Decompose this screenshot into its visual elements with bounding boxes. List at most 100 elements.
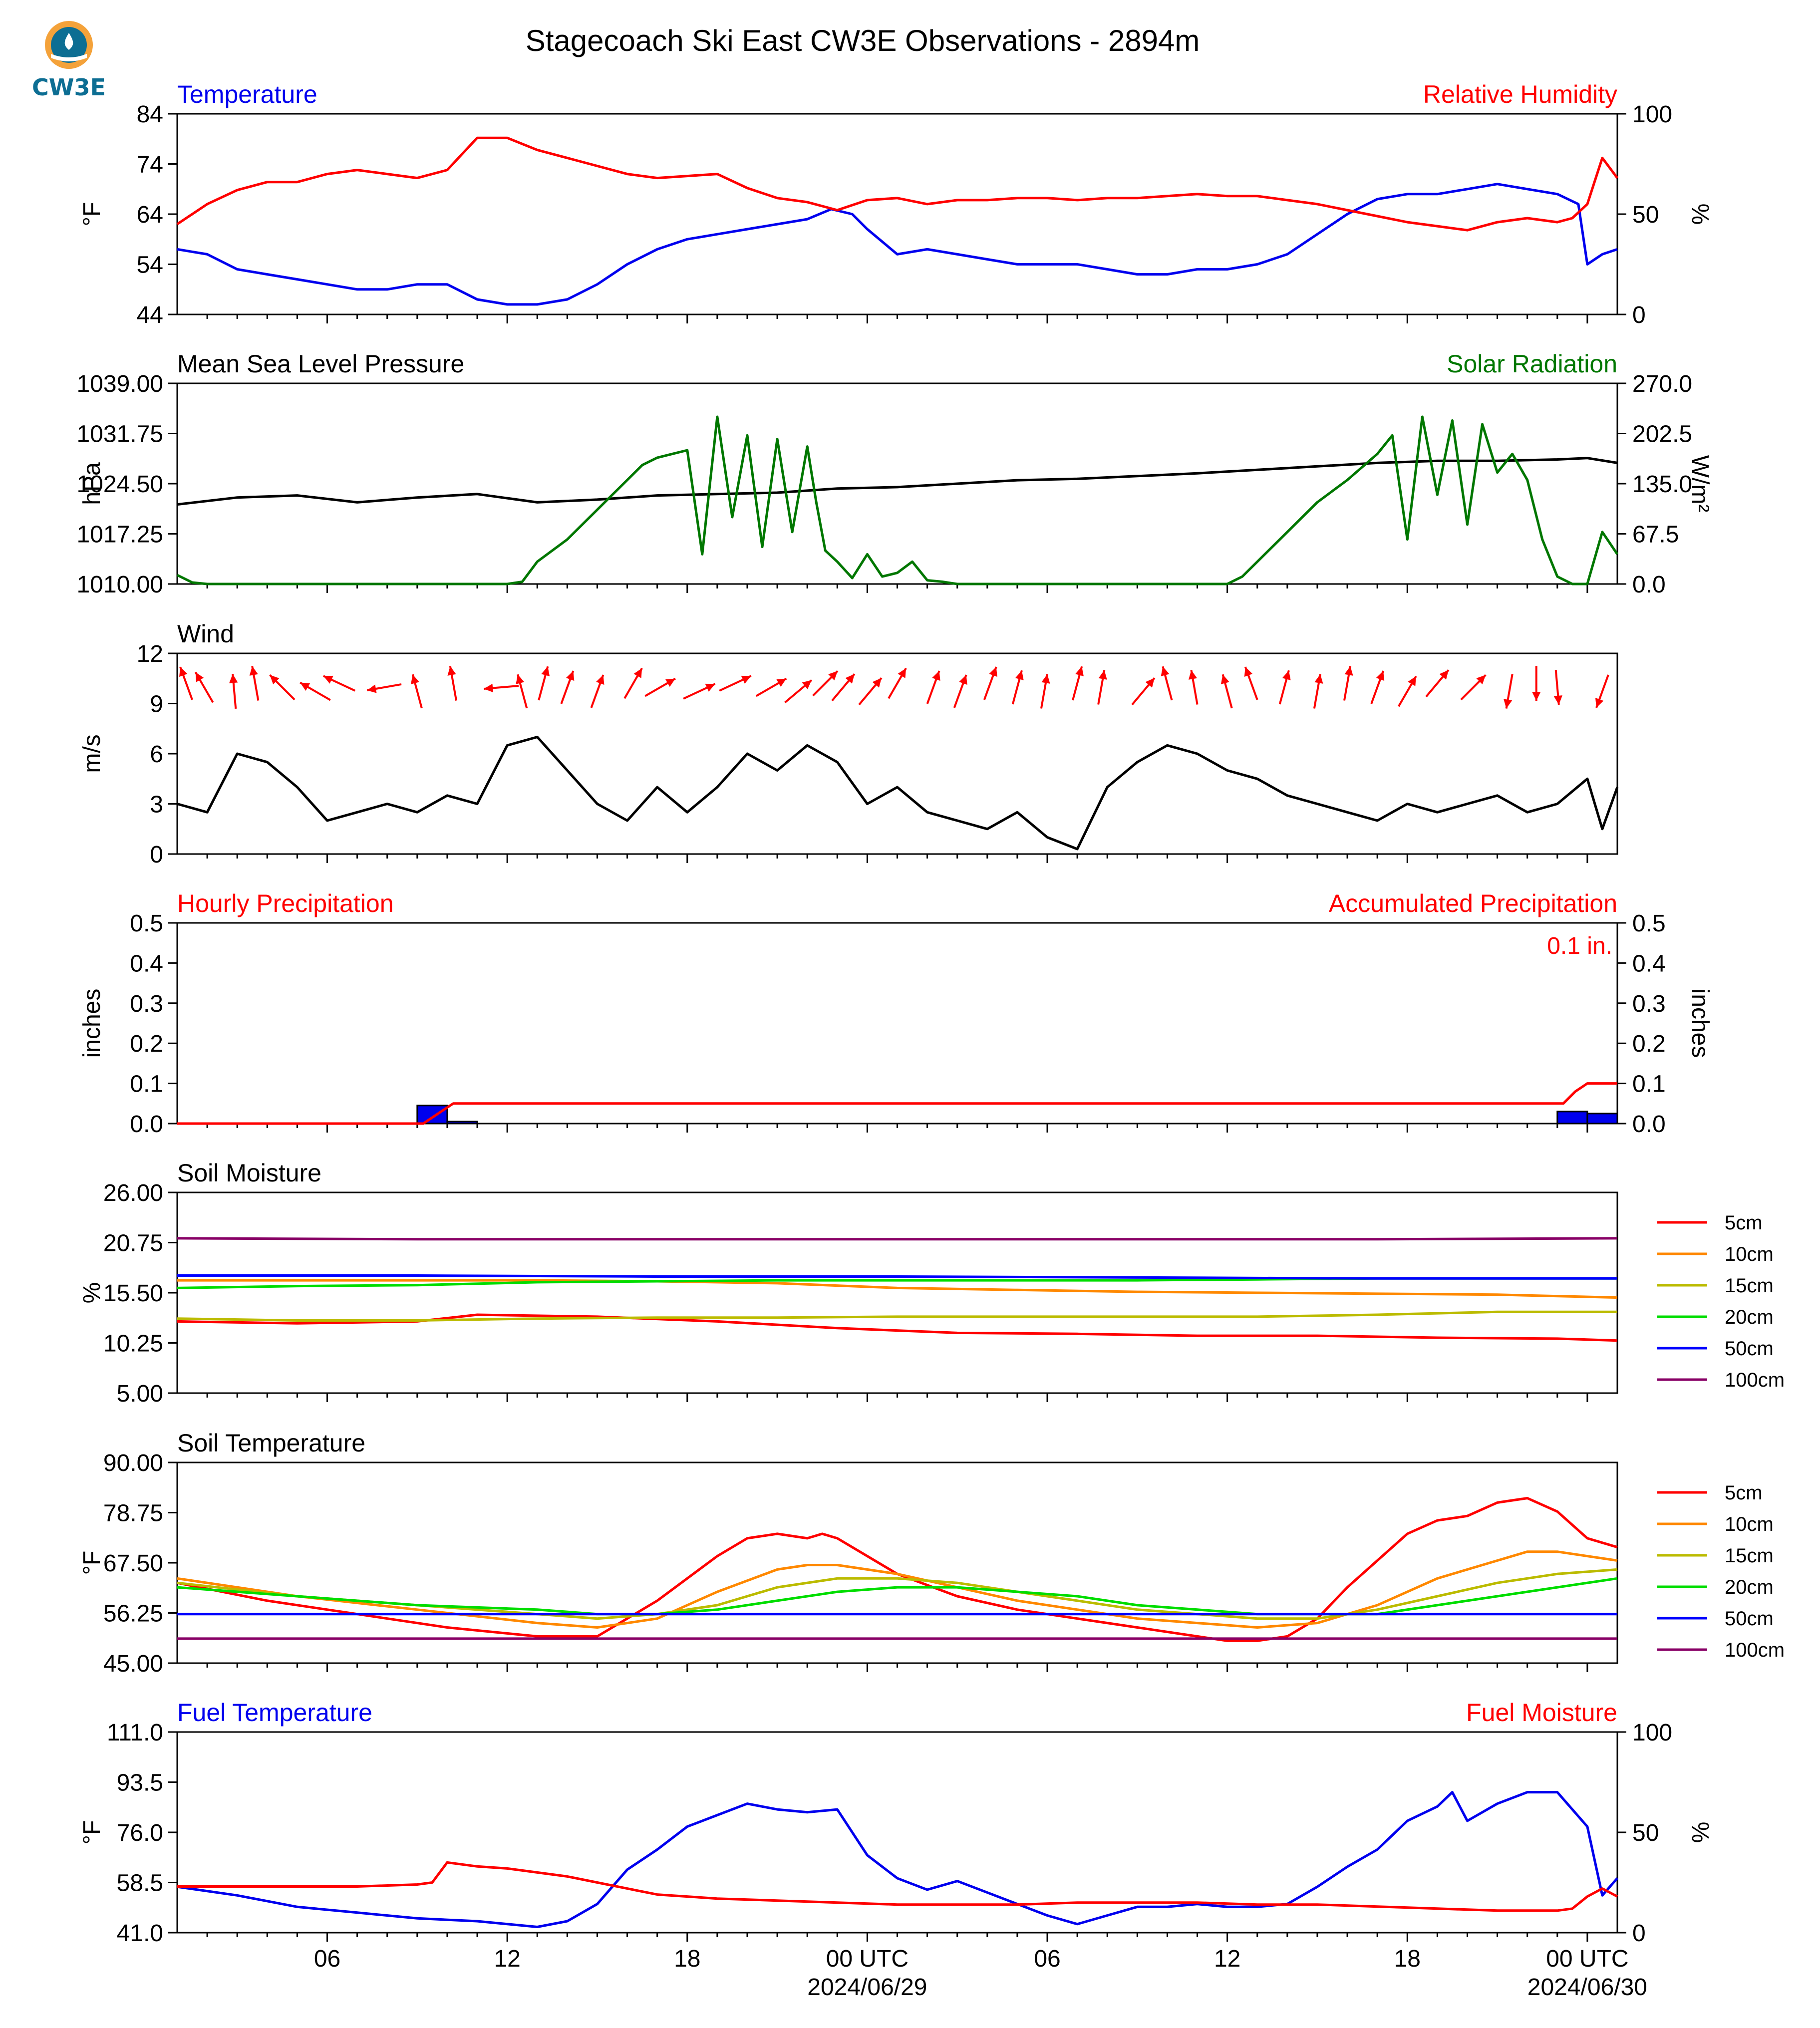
y-tick-label-right: 0: [1632, 1920, 1646, 1947]
x-tick-label: 00 UTC: [1546, 1946, 1628, 1972]
wind-arrow-head: [447, 666, 456, 676]
legend-label: 5cm: [1725, 1482, 1763, 1504]
y-tick-label-left: 15.50: [103, 1280, 163, 1307]
wind-arrow-head: [1344, 666, 1353, 676]
legend-label: 50cm: [1725, 1338, 1774, 1360]
wind-arrow: [1398, 675, 1417, 707]
panel-title-right: Relative Humidity: [1423, 80, 1617, 108]
wind-arrow-head: [300, 682, 310, 691]
y-tick-label-left: 0.5: [130, 910, 163, 937]
wind-arrow: [1553, 669, 1562, 705]
y-tick-label-left: 0.1: [130, 1071, 163, 1098]
y-tick-label-left: 84: [137, 101, 163, 128]
plot-frame: [176, 113, 1618, 315]
y-unit-left: hPa: [79, 462, 105, 505]
x-tick-label: 00 UTC: [826, 1946, 909, 1972]
cw3e-logo-mark: [45, 21, 93, 69]
wind-arrow: [623, 667, 643, 699]
series-line-5cm: [177, 1313, 1618, 1342]
wind-arrow-head: [367, 684, 377, 693]
wind-arrow-head: [1075, 666, 1084, 676]
plot-frame: [176, 922, 1618, 1125]
y-tick-label-right: 0.2: [1632, 1031, 1666, 1057]
wind-arrow-head: [195, 672, 204, 682]
legend-label: 20cm: [1725, 1306, 1774, 1328]
y-tick-label-right: 100: [1632, 101, 1672, 128]
wind-arrow: [229, 673, 238, 709]
panel-temp-rh: Temperature Relative Humidity 84 74 64 54 44 °F…: [79, 80, 1713, 328]
y-tick-label-left: 0: [150, 842, 163, 868]
wind-arrow: [1131, 677, 1156, 706]
wind-arrow-head: [845, 674, 855, 684]
wind-arrow: [755, 677, 787, 697]
wind-arrow-head: [959, 675, 967, 685]
wind-arrow: [484, 683, 519, 693]
wind-arrow-head: [249, 666, 258, 676]
y-tick-label-right: 202.5: [1632, 421, 1692, 448]
wind-arrow: [983, 666, 997, 700]
wind-arrow-head: [633, 668, 642, 678]
y-tick-label-right: 135.0: [1632, 471, 1692, 498]
panel-title-left: Mean Sea Level Pressure: [177, 350, 464, 378]
y-tick-label-right: 100: [1632, 1720, 1672, 1746]
wind-arrow: [644, 677, 676, 697]
wind-arrow: [447, 666, 458, 701]
wind-arrow: [560, 670, 575, 704]
series-line-Solar Radiation: [176, 415, 1619, 585]
y-tick-label-right: 0.4: [1632, 950, 1666, 977]
y-tick-label-right: 0.5: [1632, 910, 1666, 937]
wind-arrow: [1425, 669, 1450, 698]
x-date-label: 2024/06/30: [1527, 1974, 1647, 2001]
y-tick-label-left: 93.5: [117, 1770, 163, 1796]
x-tick-label: 18: [1394, 1946, 1421, 1972]
wind-arrow-head: [1376, 671, 1385, 681]
wind-arrow: [1011, 670, 1024, 705]
y-tick-label-left: 78.75: [103, 1500, 163, 1527]
wind-arrow-head: [802, 680, 812, 689]
y-tick-label-left: 26.00: [103, 1180, 163, 1206]
x-tick-label: 06: [314, 1946, 340, 1972]
wind-arrow-head: [411, 674, 419, 684]
y-tick-label-left: 44: [137, 302, 163, 328]
y-tick-label-left: 10.25: [103, 1331, 163, 1357]
panel-soil-moisture: Soil Moisture 26.00 20.75 15.50 10.25 5.00% 5c…: [79, 1159, 1785, 1407]
legend-label: 10cm: [1725, 1243, 1774, 1265]
y-tick-label-right: 0.0: [1632, 1111, 1666, 1138]
wind-arrow-head: [323, 675, 333, 684]
wind-arrow-head: [1504, 699, 1513, 709]
wind-arrow-head: [1595, 697, 1604, 708]
wind-arrow: [366, 683, 402, 693]
y-tick-label-left: 0.4: [130, 950, 163, 977]
series-line-15cm: [177, 1310, 1617, 1322]
wind-arrow: [322, 675, 356, 692]
wind-arrow-head: [1532, 691, 1541, 701]
x-tick-label: 12: [494, 1946, 520, 1972]
legend: 5cm 10cm 15cm 20cm 50cm 100cm: [1657, 1212, 1785, 1391]
wind-arrow-head: [932, 671, 940, 681]
wind-arrow: [784, 679, 813, 704]
series-line-Fuel Moisture: [177, 1861, 1618, 1912]
y-tick-label-right: 50: [1632, 1820, 1659, 1846]
wind-arrow: [888, 667, 907, 699]
legend-label: 100cm: [1725, 1639, 1785, 1661]
wind-arrow: [538, 666, 550, 701]
x-tick-label: 18: [674, 1946, 700, 1972]
wind-arrow-head: [828, 671, 838, 681]
wind-arrow-head: [1476, 675, 1486, 685]
panel-title-right: Fuel Moisture: [1466, 1699, 1617, 1727]
wind-arrow: [300, 681, 331, 701]
wind-arrow-head: [741, 675, 751, 684]
series-line-Mean Sea Level Pressure: [177, 457, 1618, 506]
wind-arrow-head: [541, 666, 550, 676]
y-unit-left: °F: [79, 1820, 105, 1845]
wind-arrow: [1595, 674, 1609, 708]
y-tick-label-left: 1031.75: [76, 421, 163, 448]
wind-arrow-head: [665, 678, 675, 687]
wind-arrow-head: [179, 667, 188, 677]
y-tick-label-left: 1010.00: [76, 572, 163, 598]
series-line-Fuel Temperature: [177, 1791, 1618, 1928]
y-tick-label-left: 20.75: [103, 1230, 163, 1257]
y-tick-label-left: 12: [137, 641, 163, 667]
y-tick-label-left: 0.2: [130, 1031, 163, 1057]
